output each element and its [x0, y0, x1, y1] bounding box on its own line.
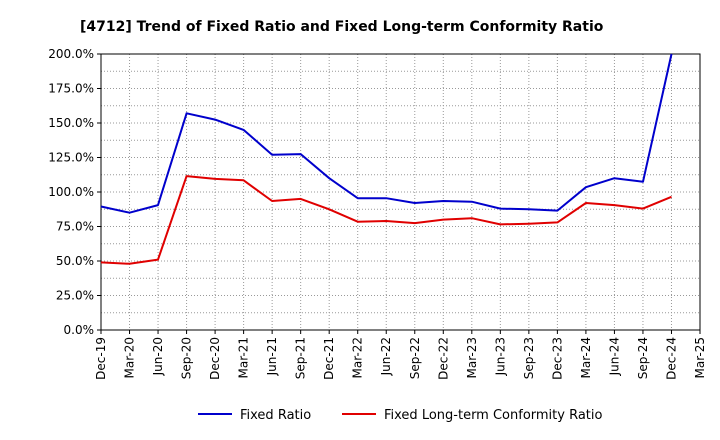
x-tick-label: Jun-20 [151, 337, 165, 376]
x-tick-label: Mar-24 [579, 337, 593, 378]
x-tick-label: Dec-21 [322, 337, 336, 380]
x-tick-label: Mar-22 [351, 337, 365, 378]
x-tick-label: Mar-25 [693, 337, 707, 378]
x-tick-label: Jun-22 [379, 337, 393, 376]
series-line-2 [100, 175, 672, 265]
x-tick-label: Dec-19 [94, 337, 108, 380]
x-tick-label: Sep-22 [408, 337, 422, 379]
chart-title: [4712] Trend of Fixed Ratio and Fixed Lo… [80, 19, 604, 35]
x-tick-label: Jun-24 [607, 337, 621, 376]
x-tick-label: Mar-20 [123, 337, 137, 378]
y-tick-label: 100.0% [48, 185, 94, 199]
y-tick-label: 75.0% [56, 220, 94, 234]
y-tick-label: 50.0% [56, 254, 94, 268]
y-tick-label: 175.0% [48, 82, 94, 96]
series-line-1 [100, 53, 673, 214]
series-lines [100, 53, 673, 265]
x-tick-label: Sep-24 [636, 337, 650, 379]
x-tick-label: Mar-21 [237, 337, 251, 378]
y-tick-label: 125.0% [48, 151, 94, 165]
x-tick-label: Jun-23 [493, 337, 507, 376]
legend-label: Fixed Ratio [240, 408, 311, 423]
x-axis: Dec-19 Mar-20 Jun-20 Sep-20 Dec-20 Mar-21 Jun-… [94, 330, 707, 380]
x-tick-label: Sep-23 [522, 337, 536, 379]
x-tick-label: Dec-22 [436, 337, 450, 380]
legend: Fixed Ratio Fixed Long-term Conformity Ra… [198, 408, 603, 423]
x-tick-label: Dec-24 [664, 337, 678, 380]
x-tick-label: Sep-21 [294, 337, 308, 379]
plot-area [100, 53, 701, 331]
grid [100, 53, 701, 331]
y-tick-label: 25.0% [56, 289, 94, 303]
x-tick-label: Dec-23 [550, 337, 564, 380]
x-tick-label: Jun-21 [265, 337, 279, 376]
y-axis: 0.0% 25.0% 50.0% 75.0% 100.0% 125.0% 150.0% 175… [48, 47, 101, 337]
legend-label: Fixed Long-term Conformity Ratio [384, 408, 603, 423]
x-tick-label: Dec-20 [208, 337, 222, 380]
x-tick-label: Mar-23 [465, 337, 479, 378]
y-tick-label: 150.0% [48, 116, 94, 130]
y-tick-label: 0.0% [64, 323, 95, 337]
x-tick-label: Sep-20 [180, 337, 194, 379]
y-tick-label: 200.0% [48, 47, 94, 61]
